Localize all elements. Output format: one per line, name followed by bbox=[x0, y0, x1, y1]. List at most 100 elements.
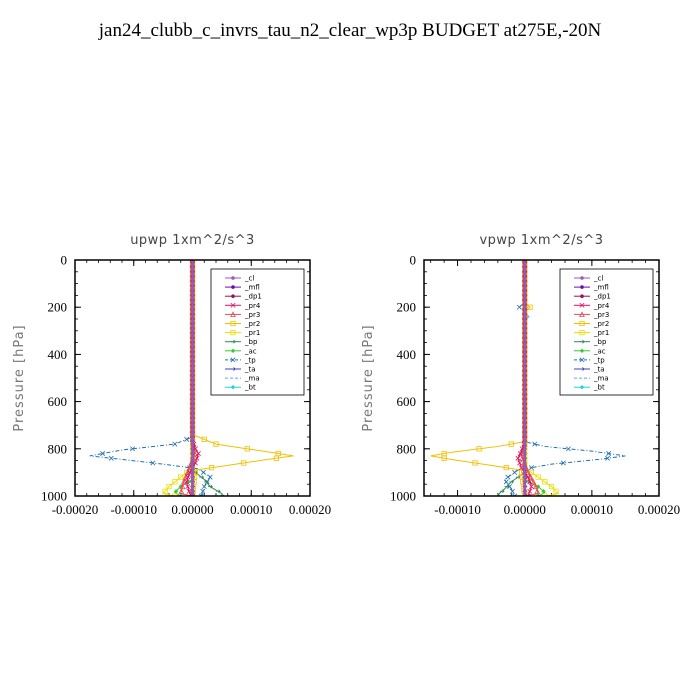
legend-label: _bp bbox=[244, 338, 258, 346]
series-marker bbox=[522, 409, 527, 413]
series-marker bbox=[535, 474, 541, 480]
series-marker bbox=[522, 480, 527, 484]
series-marker bbox=[179, 483, 186, 490]
series-marker bbox=[522, 295, 527, 300]
series-marker bbox=[522, 366, 527, 371]
series-marker bbox=[527, 304, 533, 310]
series-marker bbox=[190, 428, 195, 432]
series-marker bbox=[522, 352, 527, 357]
series-marker bbox=[532, 441, 538, 447]
series-marker bbox=[185, 484, 191, 490]
series-marker bbox=[273, 455, 279, 461]
series-marker bbox=[512, 493, 518, 496]
legend-entry: _mfl bbox=[225, 284, 260, 292]
series-marker bbox=[522, 418, 527, 423]
legend-marker bbox=[579, 348, 585, 353]
legend-label: _bp bbox=[593, 338, 607, 346]
series-marker bbox=[190, 333, 195, 338]
y-tick-label: 1000 bbox=[41, 489, 67, 504]
x-tick-label: -0.00010 bbox=[110, 502, 157, 517]
series-pr2 bbox=[430, 260, 533, 496]
series-marker bbox=[522, 371, 527, 376]
series-marker bbox=[522, 262, 527, 267]
series-marker bbox=[190, 300, 195, 305]
legend-entry: _bp bbox=[225, 338, 258, 346]
chart-title: vpwp 1xm^2/s^3 bbox=[479, 233, 603, 248]
legend-entry: _pr1 bbox=[225, 329, 260, 337]
series-marker bbox=[503, 479, 509, 485]
series-marker bbox=[190, 281, 195, 286]
legend-label: _mfl bbox=[244, 284, 260, 292]
series-marker bbox=[190, 493, 195, 496]
series-marker bbox=[190, 385, 195, 390]
series-marker bbox=[190, 437, 195, 442]
series-marker bbox=[518, 465, 524, 471]
legend-entry: _bp bbox=[574, 338, 607, 346]
y-tick-label: 0 bbox=[61, 253, 68, 268]
series-marker bbox=[516, 304, 522, 310]
series-marker bbox=[503, 465, 509, 471]
series-marker bbox=[215, 489, 221, 494]
series-marker bbox=[190, 399, 195, 404]
series-marker bbox=[535, 484, 541, 489]
series-marker bbox=[522, 333, 527, 338]
series-marker bbox=[190, 295, 195, 300]
legend-marker bbox=[230, 385, 236, 390]
series-marker bbox=[190, 262, 195, 267]
legend-label: _ta bbox=[244, 366, 256, 374]
series-marker bbox=[522, 272, 527, 276]
series-marker bbox=[495, 494, 501, 496]
series-marker bbox=[190, 314, 195, 319]
legend-marker bbox=[230, 320, 236, 327]
series-marker bbox=[606, 451, 612, 457]
series-marker bbox=[522, 376, 527, 380]
series-marker bbox=[476, 446, 482, 452]
legend-box bbox=[559, 268, 654, 396]
series-marker bbox=[182, 474, 189, 480]
series-marker bbox=[522, 423, 527, 428]
series-marker bbox=[207, 474, 213, 480]
legend-entry: _bt bbox=[225, 384, 256, 392]
plot-area bbox=[89, 260, 294, 496]
series-marker bbox=[522, 385, 527, 390]
series-marker bbox=[190, 362, 195, 366]
page-title: jan24_clubb_c_invrs_tau_n2_clear_wp3p BU… bbox=[98, 20, 602, 41]
series-marker bbox=[522, 300, 527, 305]
series-marker bbox=[525, 469, 531, 475]
series-marker bbox=[527, 488, 533, 494]
legend-marker bbox=[579, 311, 585, 317]
series-marker bbox=[522, 286, 527, 291]
series-marker bbox=[522, 465, 527, 470]
series-marker bbox=[522, 277, 527, 281]
series-marker bbox=[100, 451, 106, 457]
series-marker bbox=[190, 343, 195, 347]
legend-marker bbox=[230, 329, 236, 336]
y-tick-label: 0 bbox=[410, 253, 417, 268]
series-marker bbox=[522, 413, 527, 418]
series-marker bbox=[522, 390, 527, 394]
legend-marker bbox=[230, 302, 236, 308]
legend-entry: _dp1 bbox=[574, 293, 611, 301]
y-axis-label: Pressure [hPa] bbox=[12, 324, 27, 431]
series-line bbox=[524, 260, 560, 496]
series-marker bbox=[184, 436, 190, 442]
y-tick-label: 600 bbox=[48, 394, 68, 409]
series-marker bbox=[190, 461, 195, 465]
legend-marker bbox=[579, 329, 585, 336]
series-marker bbox=[522, 475, 527, 479]
legend-entry: _pr1 bbox=[574, 329, 609, 337]
legend-marker bbox=[579, 385, 585, 390]
series-line bbox=[430, 260, 531, 496]
y-tick-label: 200 bbox=[397, 300, 417, 315]
series-marker bbox=[190, 423, 195, 428]
y-tick-label: 400 bbox=[397, 347, 417, 362]
series-marker bbox=[190, 470, 195, 475]
series-marker bbox=[190, 338, 195, 343]
legend-entry: _ta bbox=[574, 366, 605, 374]
series-marker bbox=[522, 305, 527, 310]
series-marker bbox=[515, 455, 521, 461]
legend: _cl_mfl_dp1_pr4_pr3_pr2_pr1_bp_ac_tp_ta_… bbox=[210, 268, 305, 396]
series-marker bbox=[522, 451, 527, 456]
legend-label: _ac bbox=[593, 347, 606, 355]
series-marker bbox=[190, 432, 195, 437]
